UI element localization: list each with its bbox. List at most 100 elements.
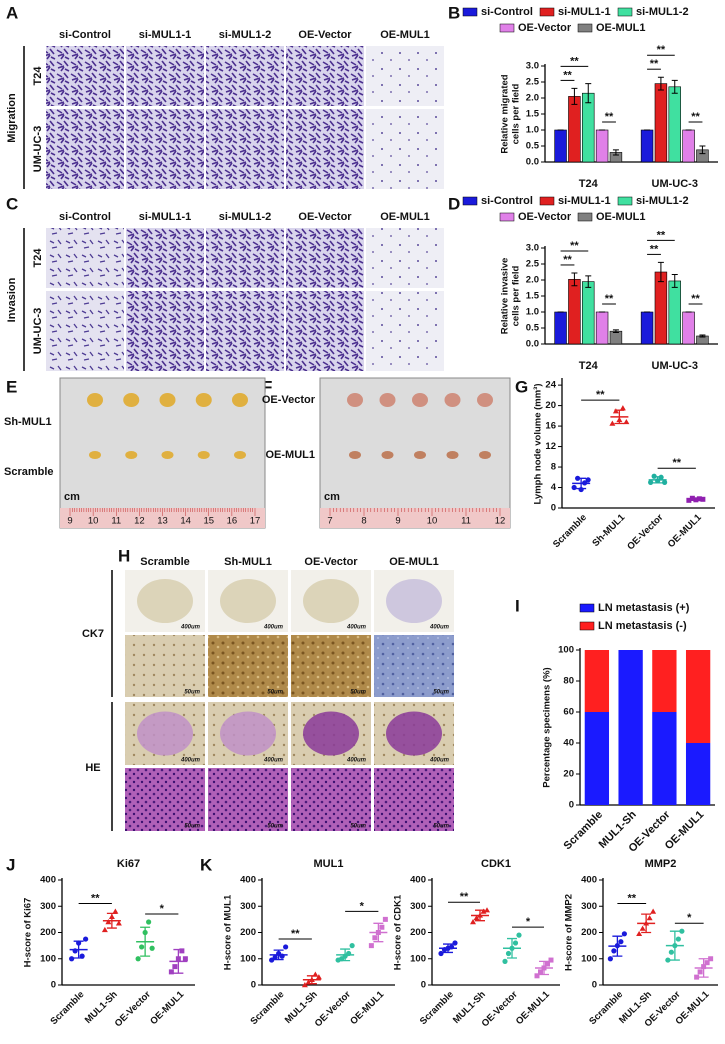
data-point	[697, 969, 703, 975]
error-bar	[671, 79, 678, 94]
data-point	[621, 931, 627, 937]
data-point	[662, 479, 668, 485]
bar	[582, 92, 595, 163]
data-point	[534, 973, 540, 979]
y-axis-label: Relative invasive	[500, 258, 511, 335]
column-header: Scramble	[140, 556, 190, 568]
error-bar	[669, 930, 680, 961]
ruler-number: 9	[67, 516, 72, 527]
data-point	[149, 945, 155, 951]
y-tick-label: 200	[581, 927, 597, 938]
lymph-node	[87, 393, 103, 407]
data-point	[516, 932, 522, 938]
scale-label: 400um	[429, 758, 450, 764]
y-tick-label: 1.0	[526, 307, 539, 318]
bar-segment	[685, 650, 711, 743]
data-point	[146, 919, 152, 925]
y-tick-label: 100	[40, 953, 56, 964]
y-axis-label: Percentage specimens (%)	[542, 667, 553, 787]
error-bar	[585, 275, 592, 288]
y-tick-label: 3.0	[526, 61, 539, 72]
micrograph	[366, 291, 444, 371]
significance-label: **	[657, 44, 666, 56]
x-tick-label: OE-Vector	[625, 512, 665, 552]
x-tick-label: OE-MUL1	[148, 989, 187, 1028]
panel-label: G	[515, 377, 528, 396]
y-tick-label: 100	[581, 953, 597, 964]
scale-label: 50um	[184, 690, 200, 696]
y-tick-label: 24	[545, 380, 556, 391]
y-tick-label: 400	[410, 875, 426, 886]
legend-swatch	[617, 196, 633, 206]
y-axis-label: Relative migrated	[500, 74, 511, 153]
legend-swatch	[462, 196, 478, 206]
significance-label: **	[596, 389, 605, 401]
data-point	[609, 420, 616, 426]
legend-label: OE-Vector	[518, 22, 572, 34]
micrograph	[126, 291, 204, 371]
lymph-node	[197, 451, 210, 459]
error-bar	[641, 913, 652, 934]
data-point	[618, 939, 624, 945]
column-header: OE-Vector	[304, 556, 358, 568]
significance-label: **	[672, 457, 681, 469]
x-tick-label: T24	[579, 178, 599, 190]
legend-label: si-Control	[481, 195, 533, 207]
y-axis-label: cells per field	[511, 265, 522, 326]
y-tick-label: 0.5	[526, 141, 540, 152]
micrograph	[46, 46, 124, 106]
data-point	[548, 957, 554, 963]
data-point	[502, 958, 508, 964]
lymph-node	[444, 393, 461, 407]
data-point	[272, 954, 278, 961]
data-point	[301, 982, 308, 988]
legend-swatch	[539, 196, 555, 206]
bar-segment	[652, 712, 677, 805]
scale-label: 50um	[267, 824, 283, 830]
ruler-number: 9	[395, 516, 400, 527]
micrograph	[366, 46, 444, 106]
significance-label: **	[460, 891, 469, 903]
scale-label: 400um	[346, 625, 367, 631]
error-bar	[475, 909, 485, 922]
y-tick-label: 20	[563, 769, 574, 780]
legend-swatch	[579, 621, 595, 631]
data-point	[571, 484, 577, 491]
y-tick-label: 1.5	[526, 109, 540, 120]
y-tick-label: 0	[51, 980, 56, 991]
tissue-section	[303, 579, 359, 623]
ruler-number: 16	[227, 516, 238, 527]
chart-title: MUL1	[314, 858, 344, 870]
row-label: OE-Vector	[262, 394, 316, 406]
micrograph	[206, 109, 284, 189]
error-bar	[306, 975, 317, 985]
data-point	[115, 920, 122, 926]
panel-label: J	[6, 855, 15, 874]
y-tick-label: 400	[581, 875, 597, 886]
y-tick-label: 0.5	[526, 323, 540, 334]
y-tick-label: 200	[40, 927, 56, 938]
panel-label: A	[6, 3, 18, 22]
row-label: CK7	[82, 628, 104, 640]
y-tick-label: 2.0	[526, 275, 539, 286]
micrograph	[374, 768, 454, 831]
data-point	[101, 926, 108, 933]
error-bar	[652, 476, 663, 484]
data-point	[315, 974, 322, 980]
data-point	[179, 948, 185, 954]
bar	[682, 311, 695, 345]
bar-segment	[685, 743, 711, 805]
micrograph	[291, 635, 371, 697]
panel-label: F	[262, 377, 272, 396]
lymph-node	[159, 393, 176, 407]
panel-label: H	[118, 546, 130, 565]
micrograph	[286, 291, 364, 371]
scale-label: 400um	[263, 625, 284, 631]
data-point	[665, 957, 671, 963]
lymph-node	[412, 393, 428, 407]
lymph-node	[123, 393, 140, 407]
y-tick-label: 2.5	[526, 77, 540, 88]
column-header: si-MUL1-1	[139, 211, 192, 223]
y-axis-label: H-score of MMP2	[564, 894, 575, 971]
